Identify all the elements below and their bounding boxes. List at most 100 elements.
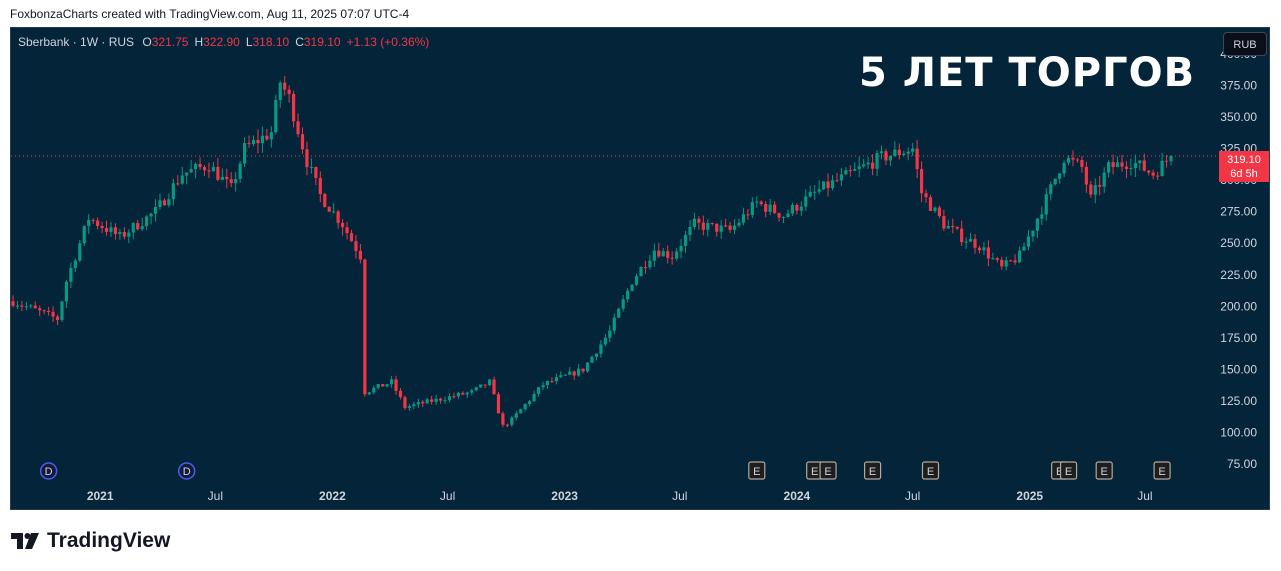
- close-label: C: [295, 35, 304, 49]
- candle-body: [804, 196, 808, 207]
- high-label: H: [194, 35, 204, 49]
- candle-body: [706, 223, 710, 230]
- candle-body: [523, 404, 527, 410]
- candle-body: [528, 401, 532, 405]
- candle-body: [283, 82, 287, 90]
- candle-body: [180, 175, 184, 184]
- candle-body: [140, 226, 144, 230]
- candle-body: [15, 305, 20, 307]
- tradingview-mark-icon: [11, 533, 39, 549]
- change-value: +1.13 (+0.36%): [346, 35, 430, 49]
- candle-body: [238, 163, 242, 179]
- candle-body: [220, 176, 224, 180]
- candle-body: [1138, 160, 1142, 164]
- candle-body: [728, 225, 732, 230]
- candle-body: [1156, 175, 1160, 177]
- candle-body: [100, 225, 104, 229]
- svg-text:E: E: [1056, 466, 1063, 478]
- earnings-marker[interactable]: E: [863, 461, 882, 480]
- candle-body: [198, 163, 202, 168]
- candle-body: [1049, 184, 1053, 195]
- price-tick-label: 225.00: [1220, 268, 1257, 282]
- candle-body: [340, 222, 345, 228]
- earnings-marker[interactable]: E: [1095, 461, 1113, 480]
- svg-text:E: E: [869, 466, 876, 478]
- candle-body: [1017, 250, 1022, 263]
- candle-body: [327, 206, 331, 212]
- candle-body: [1164, 160, 1169, 162]
- low-label: L: [245, 35, 253, 49]
- candle-body: [648, 260, 652, 268]
- candle-body: [572, 371, 576, 376]
- price-axis[interactable]: 75.00 100.00 125.00 150.00 175.00 200.00 225.0…: [1220, 47, 1257, 471]
- candle-body: [942, 216, 946, 229]
- chart-panel[interactable]: 75.00 100.00 125.00 150.00 175.00 200.00 225.0…: [10, 27, 1270, 510]
- tradingview-logo[interactable]: TradingView: [11, 529, 170, 553]
- candle-body: [893, 149, 897, 156]
- candle-body: [786, 213, 790, 217]
- candle-body: [1022, 246, 1026, 251]
- earnings-marker[interactable]: E: [1059, 461, 1078, 480]
- candle-body: [332, 211, 336, 213]
- svg-text:E: E: [927, 466, 934, 478]
- candle-body: [1071, 157, 1075, 160]
- candle-body: [897, 149, 901, 156]
- headline-text: 5 ЛЕТ ТОРГОВ: [859, 50, 1196, 96]
- candle-body: [438, 398, 443, 401]
- candle-body: [501, 413, 505, 425]
- candle-body: [274, 99, 278, 133]
- earnings-marker[interactable]: E: [921, 461, 940, 480]
- svg-text:E: E: [753, 466, 760, 478]
- candle-body: [234, 178, 238, 184]
- candle-body: [697, 218, 701, 223]
- price-tick-label: 75.00: [1227, 457, 1257, 471]
- candle-body: [269, 132, 273, 140]
- earnings-marker[interactable]: E: [819, 461, 837, 480]
- candle-body: [1058, 173, 1062, 179]
- candle-body: [323, 194, 327, 207]
- candle-body: [60, 301, 64, 320]
- candle-body: [608, 330, 612, 338]
- candle-body: [906, 151, 910, 154]
- candle-body: [309, 166, 314, 168]
- candle-body: [839, 174, 844, 181]
- candle-body: [915, 148, 919, 170]
- candle-body: [826, 181, 830, 189]
- earnings-marker[interactable]: E: [1153, 461, 1171, 480]
- candle-body: [153, 207, 158, 214]
- candle-body: [590, 356, 594, 363]
- candle-body: [202, 167, 207, 171]
- symbol-name: Sberbank · 1W · RUS: [18, 35, 135, 49]
- candle-body: [305, 149, 309, 168]
- candle-body: [211, 166, 216, 172]
- price-tick-label: 250.00: [1220, 236, 1257, 250]
- candle-body: [91, 219, 95, 221]
- symbol-legend[interactable]: Sberbank · 1W · RUS O321.75 H322.90 L318.1…: [18, 35, 429, 49]
- candle-body: [1044, 194, 1048, 215]
- candle-body: [991, 258, 995, 260]
- candle-body: [421, 401, 425, 404]
- candle-body: [149, 213, 153, 217]
- candle-body: [599, 344, 603, 354]
- earnings-marker[interactable]: E: [748, 461, 766, 480]
- candle-body: [719, 225, 723, 232]
- candle-body: [875, 153, 879, 169]
- chart-caption: FoxbonzaCharts created with TradingView.…: [10, 7, 410, 21]
- candle-body: [946, 226, 950, 229]
- candle-body: [1009, 260, 1013, 262]
- candle-body: [505, 424, 509, 426]
- candle-body: [879, 151, 884, 154]
- candle-body: [1035, 218, 1039, 231]
- candle-body: [474, 387, 478, 391]
- time-tick-label: Jul: [1137, 489, 1152, 503]
- dividend-marker[interactable]: D: [39, 462, 58, 480]
- dividend-marker[interactable]: D: [177, 462, 196, 480]
- last-price-value: 319.10: [1227, 154, 1261, 166]
- candle-body: [145, 216, 149, 227]
- candlestick-chart[interactable]: 75.00 100.00 125.00 150.00 175.00 200.00 225.0…: [11, 28, 1269, 509]
- candle-body: [514, 413, 518, 418]
- time-axis[interactable]: 2021 Jul 2022 Jul 2023 Jul 2024 Jul 2025 Jul: [87, 489, 1153, 503]
- time-tick-label: 2025: [1016, 489, 1043, 503]
- currency-button[interactable]: RUB: [1223, 32, 1267, 56]
- candle-body: [1031, 230, 1035, 237]
